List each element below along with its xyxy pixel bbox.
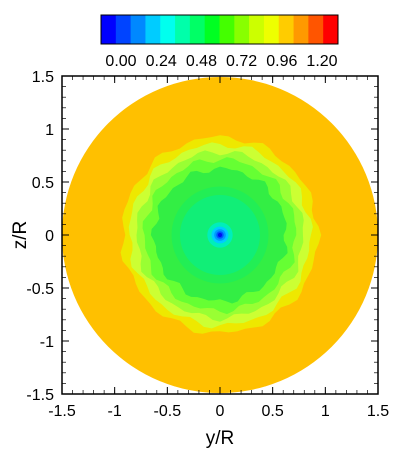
colorbar-segment: [234, 15, 250, 44]
colorbar-segment: [145, 15, 161, 44]
colorbar: [100, 14, 339, 45]
colorbar-segment: [204, 15, 220, 44]
colorbar-segment: [189, 15, 206, 44]
contour-level: [217, 232, 223, 238]
colorbar-segment: [101, 15, 117, 44]
y-tick-label: -1.5: [26, 387, 54, 404]
colorbar-tick-label: 0.48: [186, 53, 217, 70]
colorbar-tick-label: 1.20: [306, 53, 337, 70]
x-tick-label: 1: [321, 403, 330, 420]
colorbar-tick-label: 0.00: [105, 53, 136, 70]
y-tick-label: -0.5: [26, 281, 54, 298]
contour-field: [62, 77, 378, 393]
colorbar-segment: [130, 15, 146, 44]
y-tick-label: 1: [45, 122, 54, 139]
y-tick-label: 1.5: [32, 69, 54, 86]
colorbar-segment: [308, 15, 324, 44]
colorbar-tick-label: 0.24: [146, 53, 177, 70]
colorbar-segment: [293, 15, 309, 44]
colorbar-tick-label: 0.96: [266, 53, 297, 70]
colorbar-tick-labels: 0.00 0.24 0.48 0.72 0.96 1.20: [105, 53, 337, 70]
colorbar-segment: [263, 15, 280, 44]
x-tick-label: 0: [216, 403, 225, 420]
y-tick-label: 0.5: [32, 175, 54, 192]
x-tick-label: -1: [108, 403, 122, 420]
colorbar-segment: [175, 15, 191, 44]
x-tick-label: -0.5: [154, 403, 182, 420]
y-tick-label: 0: [45, 228, 54, 245]
x-axis-label: y/R: [206, 428, 235, 449]
x-tick-label: 0.5: [262, 403, 284, 420]
x-tick-label: 1.5: [367, 403, 389, 420]
colorbar-tick-label: 0.72: [226, 53, 257, 70]
x-tick-labels: -1.5 -1 -0.5 0 0.5 1 1.5: [48, 403, 389, 420]
y-tick-label: -1: [40, 334, 54, 351]
colorbar-segment: [323, 15, 339, 44]
colorbar-segment: [278, 15, 295, 44]
colorbar-segment: [249, 15, 265, 44]
colorbar-border: [100, 14, 339, 45]
colorbar-segment: [115, 15, 132, 44]
axis-ticks: [61, 75, 379, 395]
y-axis-label: z/R: [10, 221, 31, 250]
colorbar-segment: [160, 15, 176, 44]
x-tick-label: -1.5: [48, 403, 76, 420]
y-tick-labels: -1.5 -1 -0.5 0 0.5 1 1.5: [26, 69, 54, 404]
colorbar-segment: [219, 15, 235, 44]
